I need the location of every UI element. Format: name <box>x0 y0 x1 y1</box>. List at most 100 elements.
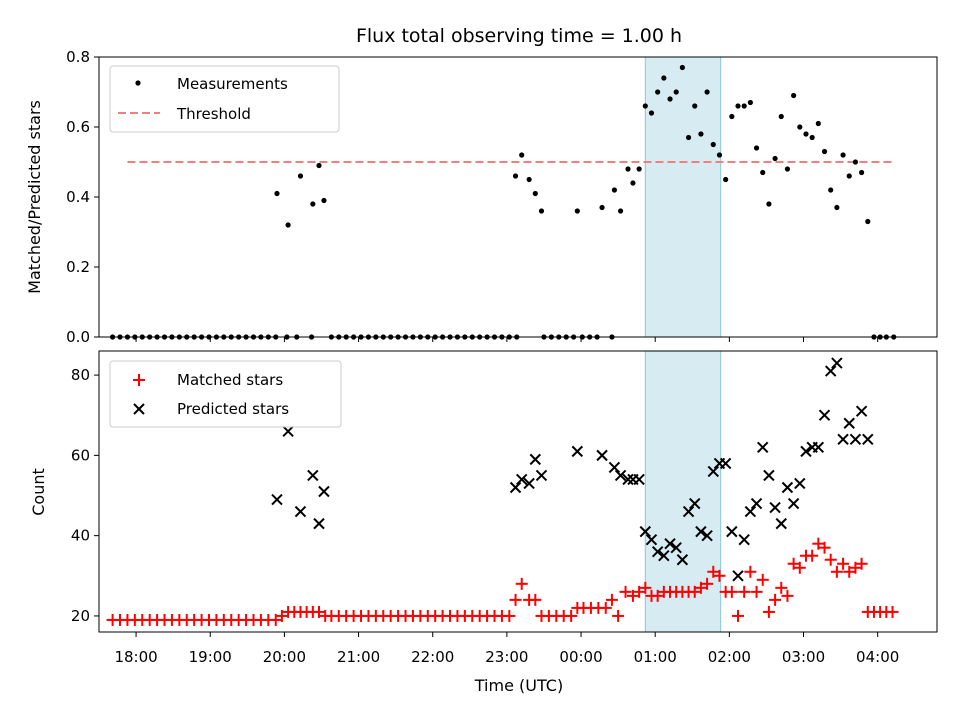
matched-star-point <box>818 541 831 554</box>
y-tick-label: 40 <box>71 527 90 545</box>
predicted-star-point <box>509 481 522 494</box>
matched-star-point <box>812 537 825 550</box>
predicted-star-point <box>787 497 800 510</box>
matched-star-point <box>515 577 528 590</box>
matched-star-point <box>725 585 738 598</box>
measurement-point <box>617 208 624 214</box>
measurement-point <box>852 159 859 165</box>
predicted-star-point <box>658 550 670 562</box>
predicted-star-point <box>689 497 701 510</box>
matched-star-point <box>738 585 751 598</box>
measurement-point <box>519 152 525 158</box>
matched-star-point <box>793 561 806 574</box>
bottom-panel: 20 40 60 80 18:00 19:00 20:00 21:00 22:00 23:00 0… <box>29 350 938 695</box>
y-tick-label: 0.8 <box>66 48 90 66</box>
predicted-star-point <box>775 517 787 530</box>
matched-star-point <box>830 565 843 578</box>
matched-star-point <box>886 605 899 618</box>
x-tick-label: 04:00 <box>856 648 899 666</box>
predicted-star-point <box>676 554 689 566</box>
measurement-point <box>821 148 828 155</box>
predicted-star-point <box>812 441 825 454</box>
matched-star-point <box>688 585 701 598</box>
top-highlight-window <box>644 56 722 338</box>
measurement-point <box>846 173 852 179</box>
matched-star-point <box>849 561 862 574</box>
matched-star-point <box>756 573 769 586</box>
matched-star-point <box>787 557 800 570</box>
predicted-star-point <box>639 525 652 538</box>
predicted-star-point <box>307 469 319 482</box>
measurement-point <box>599 204 605 211</box>
legend-measurements-label: Measurements <box>177 75 288 93</box>
bottom-y-ticks: 20 40 60 80 <box>71 366 99 625</box>
matched-star-point <box>529 593 542 606</box>
measurement-point <box>716 152 723 158</box>
x-axis-label: Time (UTC) <box>474 676 563 695</box>
measurement-point <box>723 176 729 183</box>
predicted-star-point <box>318 485 330 498</box>
predicted-star-point <box>516 473 528 486</box>
matched-star-point <box>269 613 282 626</box>
measurement-point <box>274 190 280 197</box>
matched-star-point <box>781 589 794 602</box>
matched-star-point <box>732 609 745 622</box>
predicted-star-point <box>271 493 283 506</box>
predicted-star-point <box>757 441 769 454</box>
matched-star-point <box>651 589 664 602</box>
matched-star-point <box>599 601 612 614</box>
x-tick-label: 00:00 <box>559 648 602 666</box>
measurement-point <box>679 64 685 71</box>
measurement-point <box>611 187 618 193</box>
x-tick-label: 01:00 <box>634 648 677 666</box>
measurement-point <box>797 124 803 130</box>
matched-star-point <box>612 609 625 622</box>
top-y-axis-label: Matched/Predicted stars <box>25 100 44 294</box>
predicted-star-point <box>670 541 682 554</box>
measurement-point <box>655 89 661 95</box>
predicted-star-point <box>313 517 325 530</box>
matched-star-point <box>619 585 632 598</box>
measurement-point <box>778 113 784 120</box>
matched-star-point <box>769 593 782 606</box>
matched-star-point <box>626 589 639 602</box>
predicted-star-point <box>695 525 707 538</box>
predicted-star-point <box>837 433 849 446</box>
measurement-point <box>297 173 304 179</box>
legend-predicted-label: Predicted stars <box>177 400 289 418</box>
matched-star-point <box>633 585 646 598</box>
chart-title: Flux total observing time = 1.00 h <box>356 25 682 47</box>
predicted-star-point <box>645 533 658 546</box>
y-tick-label: 0.0 <box>66 328 90 346</box>
predicted-star-point <box>732 570 744 582</box>
predicted-star-points <box>271 357 874 582</box>
predicted-star-point <box>719 457 732 470</box>
bottom-x-ticks: 18:00 19:00 20:00 21:00 22:00 23:00 00:00 01:00… <box>114 632 899 666</box>
measurement-point <box>636 166 642 172</box>
matched-star-point <box>313 605 326 618</box>
bottom-highlight-window <box>644 350 722 633</box>
measurement-point <box>760 169 766 176</box>
bottom-legend: Matched stars Predicted stars <box>109 360 342 428</box>
matched-star-point <box>806 549 819 562</box>
y-tick-label: 60 <box>71 446 90 464</box>
predicted-star-point <box>664 537 676 550</box>
predicted-star-point <box>596 449 608 462</box>
measurement-point <box>648 110 655 116</box>
bottom-plot-frame <box>98 350 938 633</box>
predicted-star-point <box>818 409 831 421</box>
measurement-point <box>512 173 519 179</box>
measurement-point <box>710 141 716 148</box>
top-legend: Measurements Threshold <box>109 65 340 133</box>
measurement-point <box>766 201 772 207</box>
top-plot-frame <box>98 56 938 338</box>
measurement-point <box>828 187 834 193</box>
measurement-point <box>729 113 735 120</box>
measurement-point <box>791 92 797 99</box>
predicted-star-point <box>794 477 806 490</box>
predicted-star-point <box>843 417 855 429</box>
predicted-star-point <box>523 477 535 490</box>
measurement-point <box>704 89 710 95</box>
matched-star-point <box>855 557 868 570</box>
legend-measurements-marker <box>135 80 141 86</box>
